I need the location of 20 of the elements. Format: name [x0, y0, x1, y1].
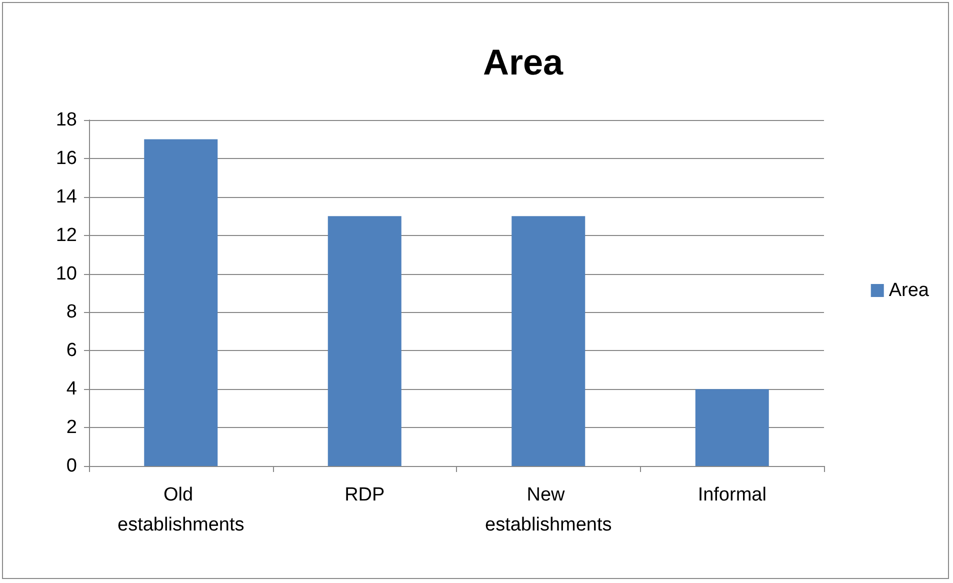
y-tick-label: 18 [56, 110, 77, 130]
x-tick-label: Old establishments [118, 484, 244, 536]
bar [512, 216, 586, 466]
bar [144, 139, 218, 466]
y-tick-label: 4 [66, 378, 78, 400]
bar [328, 216, 402, 466]
y-tick-label: 2 [66, 417, 77, 438]
y-tick-label: 14 [56, 186, 78, 208]
y-tick-label: 8 [66, 302, 77, 323]
bar [695, 389, 769, 466]
y-tick-label: 16 [56, 148, 77, 169]
x-tick-label: Informal [698, 484, 766, 506]
chart-title: Area [482, 42, 564, 82]
y-tick-label: 10 [56, 263, 77, 284]
y-tick-label: 0 [66, 456, 77, 476]
legend-label: Area [888, 280, 930, 301]
x-tick-label: New establishments [485, 484, 612, 536]
y-tick-label: 6 [66, 340, 77, 362]
x-tick-label: RDP [344, 484, 385, 506]
y-tick-label: 12 [56, 224, 77, 246]
